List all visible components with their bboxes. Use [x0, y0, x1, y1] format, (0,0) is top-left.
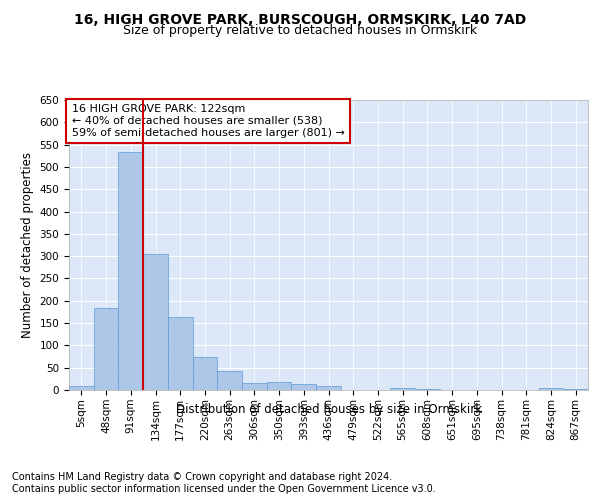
- Text: 16, HIGH GROVE PARK, BURSCOUGH, ORMSKIRK, L40 7AD: 16, HIGH GROVE PARK, BURSCOUGH, ORMSKIRK…: [74, 12, 526, 26]
- Bar: [217, 372, 242, 390]
- Text: Distribution of detached houses by size in Ormskirk: Distribution of detached houses by size …: [176, 402, 482, 415]
- Bar: [267, 382, 292, 390]
- Bar: [563, 388, 588, 390]
- Bar: [118, 152, 143, 390]
- Bar: [69, 386, 94, 390]
- Bar: [415, 388, 440, 390]
- Bar: [539, 388, 563, 390]
- Bar: [168, 318, 193, 390]
- Bar: [242, 383, 267, 390]
- Text: Contains public sector information licensed under the Open Government Licence v3: Contains public sector information licen…: [12, 484, 436, 494]
- Text: Contains HM Land Registry data © Crown copyright and database right 2024.: Contains HM Land Registry data © Crown c…: [12, 472, 392, 482]
- Bar: [94, 308, 118, 390]
- Bar: [316, 386, 341, 390]
- Bar: [292, 384, 316, 390]
- Y-axis label: Number of detached properties: Number of detached properties: [21, 152, 34, 338]
- Text: 16 HIGH GROVE PARK: 122sqm
← 40% of detached houses are smaller (538)
59% of sem: 16 HIGH GROVE PARK: 122sqm ← 40% of deta…: [71, 104, 344, 138]
- Bar: [390, 388, 415, 390]
- Bar: [143, 254, 168, 390]
- Text: Size of property relative to detached houses in Ormskirk: Size of property relative to detached ho…: [123, 24, 477, 37]
- Bar: [193, 357, 217, 390]
